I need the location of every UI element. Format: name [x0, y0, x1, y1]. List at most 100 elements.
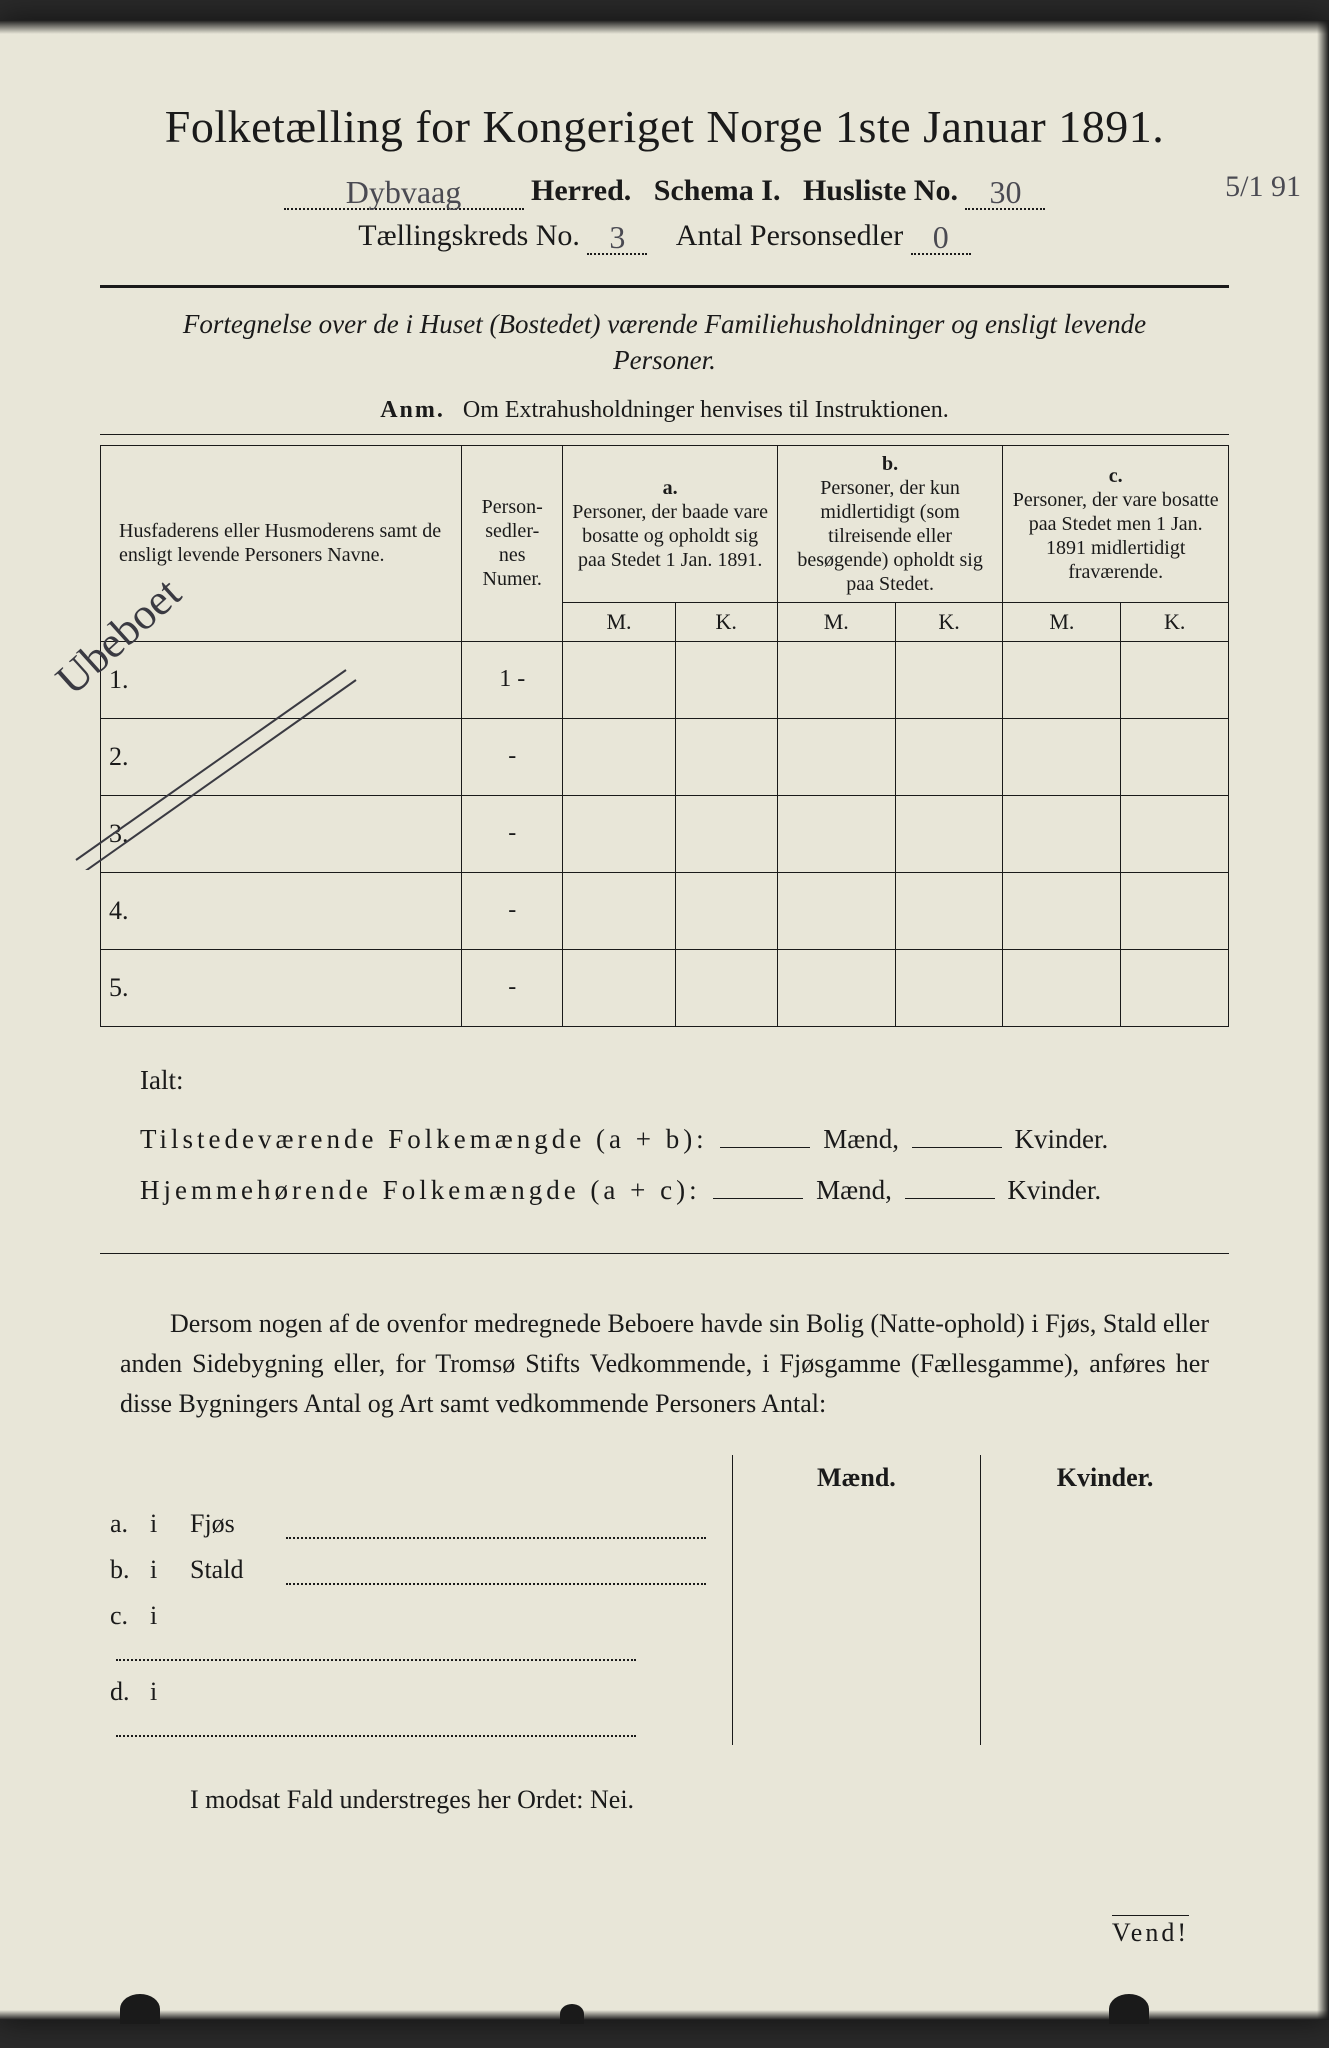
header-line-1: Dybvaag Herred. Schema I. Husliste No. 3…: [100, 171, 1229, 210]
col-a-k: K.: [675, 602, 777, 641]
col2-header: Person- sedler- nes Numer.: [482, 496, 543, 590]
cell: [675, 872, 777, 949]
col-b-text: Personer, der kun midlertidigt (som tilr…: [797, 477, 983, 595]
side-kvinder-header: Kvinder.: [981, 1455, 1229, 1501]
personsedler-cell: -: [461, 718, 563, 795]
col-a-label: a.: [663, 477, 678, 499]
table-row: 5.-: [101, 949, 1229, 1026]
paper-tear-icon: [560, 2004, 584, 2024]
cell: [895, 718, 1003, 795]
divider: [100, 1253, 1229, 1254]
cell: [563, 795, 675, 872]
dotted-fill: [286, 1527, 706, 1539]
kvinder-label: Kvinder.: [1014, 1124, 1108, 1154]
table-row: 2.-: [101, 718, 1229, 795]
husliste-label: Husliste No.: [803, 174, 958, 207]
col-c-label: c.: [1109, 465, 1123, 487]
tilst-label: Tilstedeværende Folkemængde (a + b):: [140, 1124, 708, 1154]
cell: [563, 718, 675, 795]
blank-field: [720, 1147, 810, 1148]
col-a-m: M.: [563, 602, 675, 641]
cell: [675, 949, 777, 1026]
ialt-label: Ialt:: [140, 1055, 1229, 1106]
cell: [895, 872, 1003, 949]
census-form-page: Folketælling for Kongeriget Norge 1ste J…: [0, 20, 1329, 2020]
scan-edge: [0, 20, 1329, 34]
row-number: 4.: [101, 872, 462, 949]
antal-label: Antal Personsedler: [676, 219, 903, 252]
margin-date-handwritten: 5/1 91: [1225, 170, 1301, 204]
cell: [675, 641, 777, 718]
cell: [1121, 718, 1229, 795]
row-number: 2.: [101, 718, 462, 795]
col-b-m: M.: [777, 602, 895, 641]
scan-edge: [1317, 20, 1329, 2020]
paper-tear-icon: [1109, 1994, 1149, 2024]
paper-tear-icon: [120, 1994, 160, 2024]
side-row: b.iStald: [100, 1547, 1229, 1593]
side-maend-cell: [732, 1593, 980, 1669]
cell: [563, 949, 675, 1026]
cell: [895, 949, 1003, 1026]
row-number: 1.: [101, 641, 462, 718]
cell: [1003, 641, 1121, 718]
herred-label: Herred.: [531, 174, 631, 207]
side-label-cell: a.iFjøs: [100, 1501, 732, 1547]
table-row: 4.-: [101, 872, 1229, 949]
side-row: a.iFjøs: [100, 1501, 1229, 1547]
col-b-k: K.: [895, 602, 1003, 641]
side-kvinder-cell: [981, 1669, 1229, 1745]
table-row: 3.-: [101, 795, 1229, 872]
vend-label: Vend!: [1112, 1915, 1189, 1948]
dotted-fill: [116, 1725, 636, 1737]
side-maend-cell: [732, 1547, 980, 1593]
divider: [100, 285, 1229, 288]
side-label-cell: b.iStald: [100, 1547, 732, 1593]
cell: [563, 872, 675, 949]
cell: [895, 641, 1003, 718]
kvinder-label: Kvinder.: [1007, 1175, 1101, 1205]
side-label-cell: c.i: [100, 1593, 732, 1669]
cell: [777, 641, 895, 718]
cell: [777, 872, 895, 949]
col-c-m: M.: [1003, 602, 1121, 641]
row-number: 3.: [101, 795, 462, 872]
cell: [563, 641, 675, 718]
personsedler-cell: -: [461, 872, 563, 949]
husliste-no-handwritten: 30: [989, 174, 1021, 210]
col-c-text: Personer, der vare bosatte paa Stedet me…: [1013, 489, 1219, 583]
schema-label: Schema I.: [654, 174, 781, 207]
cell: [675, 718, 777, 795]
divider: [100, 434, 1229, 435]
blank-field: [905, 1198, 995, 1199]
sidebygning-paragraph: Dersom nogen af de ovenfor medregnede Be…: [120, 1304, 1209, 1425]
fortegnelse-text: Fortegnelse over de i Huset (Bostedet) v…: [130, 306, 1199, 379]
side-maend-header: Mænd.: [732, 1455, 980, 1501]
col-b-label: b.: [882, 453, 898, 475]
cell: [1003, 872, 1121, 949]
anm-text: Om Extrahusholdninger henvises til Instr…: [463, 397, 949, 423]
page-title: Folketælling for Kongeriget Norge 1ste J…: [100, 100, 1229, 153]
blank-field: [713, 1198, 803, 1199]
herred-handwritten: Dybvaag: [346, 174, 462, 210]
col-a-text: Personer, der baade vare bosatte og opho…: [572, 501, 768, 571]
side-kvinder-cell: [981, 1547, 1229, 1593]
cell: [1121, 641, 1229, 718]
personsedler-cell: -: [461, 949, 563, 1026]
anm-label: Anm.: [380, 397, 445, 423]
cell: [777, 718, 895, 795]
side-row: c.i: [100, 1593, 1229, 1669]
cell: [1121, 795, 1229, 872]
side-kvinder-cell: [981, 1501, 1229, 1547]
row-number: 5.: [101, 949, 462, 1026]
hjem-label: Hjemmehørende Folkemængde (a + c):: [140, 1175, 701, 1205]
side-maend-cell: [732, 1669, 980, 1745]
sidebygning-table: Mænd. Kvinder. a.iFjøsb.iStaldc.id.i: [100, 1455, 1229, 1745]
cell: [777, 795, 895, 872]
col1-header: Husfaderens eller Husmoderens samt de en…: [119, 520, 441, 566]
personsedler-cell: -: [461, 795, 563, 872]
dotted-fill: [116, 1649, 636, 1661]
modsat-text: I modsat Fald understreges her Ordet: Ne…: [190, 1785, 1229, 1815]
maend-label: Mænd,: [816, 1175, 892, 1205]
table-row: 1.1 -: [101, 641, 1229, 718]
